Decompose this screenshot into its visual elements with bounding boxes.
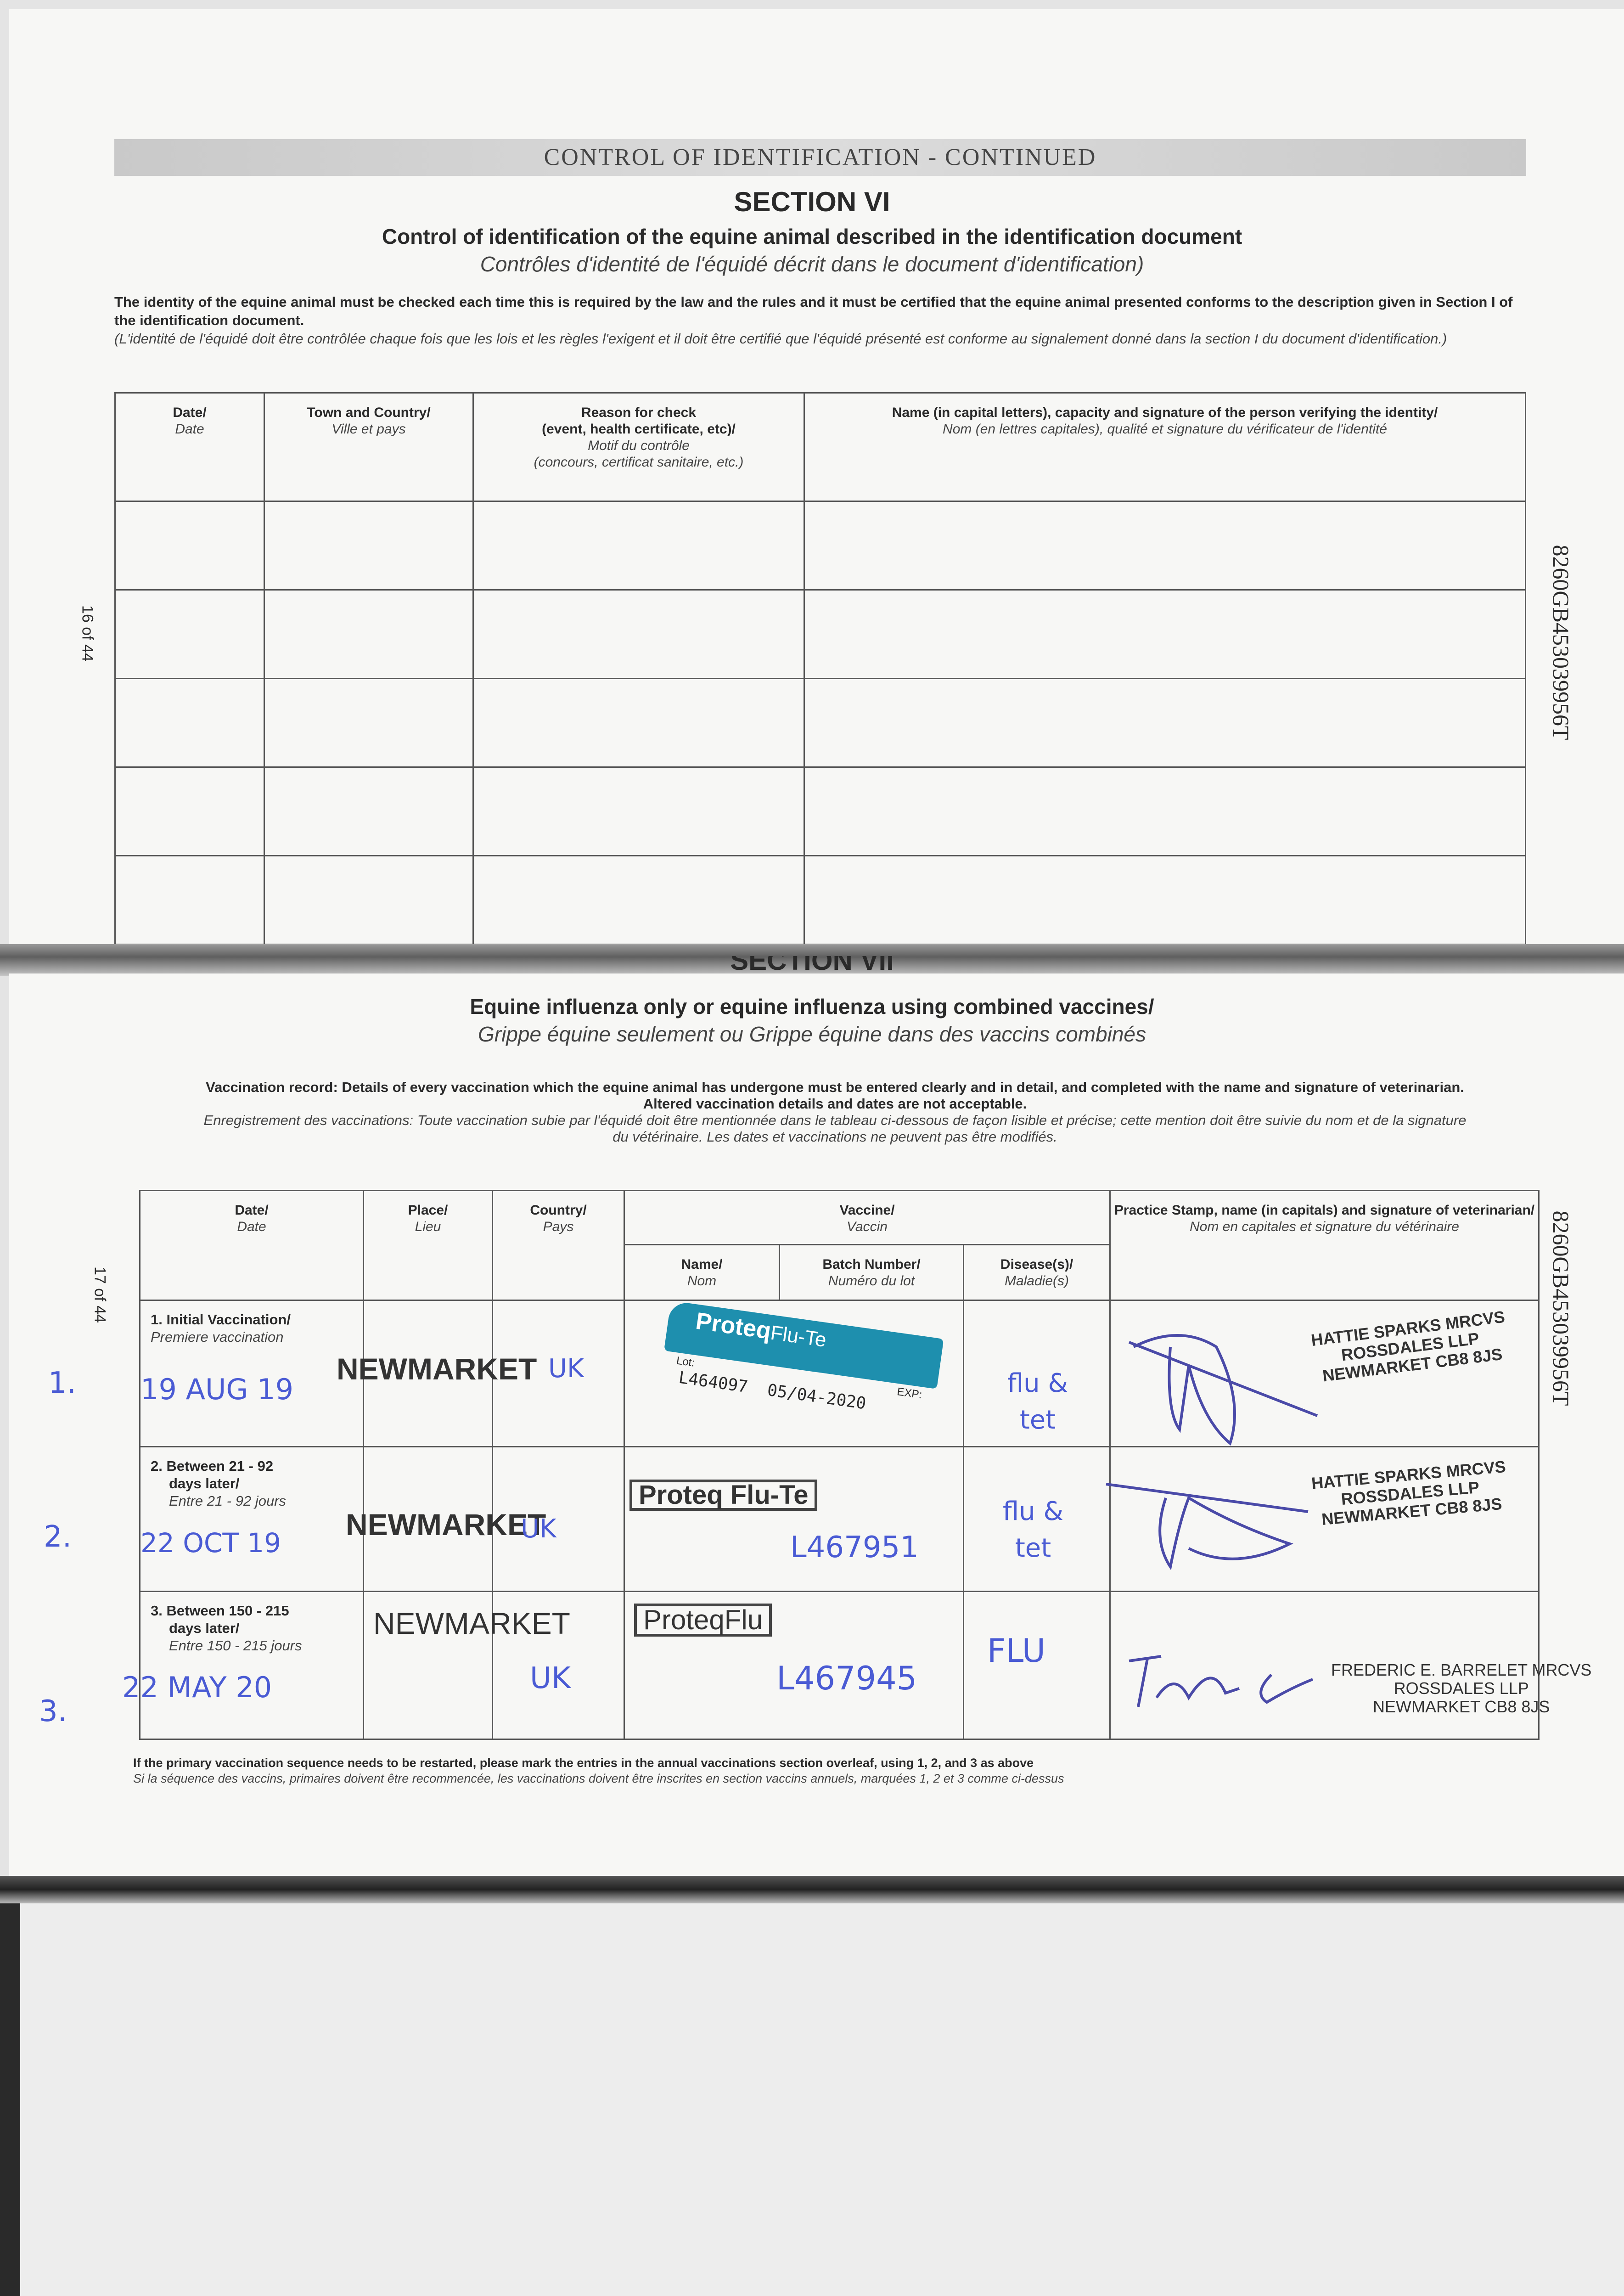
intro-en: The identity of the equine animal must b… [114, 294, 1513, 328]
col-stamp: Practice Stamp, name (in capitals) and s… [1109, 1190, 1540, 1301]
col-place: Place/Lieu [363, 1190, 493, 1301]
disease-value: flu & tet [1002, 1497, 1064, 1563]
col-name: Name/Nom [624, 1244, 780, 1301]
col-country: Country/Pays [492, 1190, 625, 1301]
date-value: 22 MAY 20 [122, 1671, 272, 1704]
page-title: Control of identification of the equine … [382, 225, 1242, 248]
banner: CONTROL OF IDENTIFICATION - CONTINUED [114, 139, 1526, 176]
col-town: Town and Country/Ville et pays [264, 392, 474, 502]
batch-value: L467951 [790, 1531, 919, 1564]
signature [1128, 1334, 1318, 1446]
table-row [114, 589, 1526, 679]
signature [1106, 1483, 1309, 1570]
passport-id: 8260GB453039956T [1548, 1210, 1574, 1406]
scanner-edge [0, 1876, 1624, 1903]
page-number: 17 of 44 [91, 1266, 109, 1323]
table-header: Date/Date Town and Country/Ville et pays… [114, 392, 1526, 502]
batch-value: L467945 [776, 1660, 917, 1697]
page-number: 16 of 44 [79, 605, 96, 662]
table-row: 1. Initial Vaccination/Premiere vaccinat… [139, 1300, 1540, 1447]
passport-id: 8260GB453039956T [1548, 545, 1574, 740]
table-subheader: Name/Nom Batch Number/Numéro du lot Dise… [140, 1244, 1539, 1301]
footnote: If the primary vaccination sequence need… [133, 1756, 1064, 1785]
vaccine-sticker: ProteqFlu-Te Lot: EXP: L464097 05/04-2020 [655, 1300, 944, 1452]
col-batch: Batch Number/Numéro du lot [779, 1244, 964, 1301]
table-row [114, 678, 1526, 768]
scanner-bed [0, 1903, 1624, 2296]
vaccination-intro: Vaccination record: Details of every vac… [138, 1079, 1532, 1145]
disease-value: flu & tet [1007, 1368, 1068, 1435]
date-value: 19 AUG 19 [140, 1373, 294, 1406]
margin-number: 3. [39, 1694, 67, 1728]
margin-number: 1. [48, 1366, 77, 1400]
page-fold [0, 944, 1624, 976]
col-disease: Disease(s)/Maladie(s) [963, 1244, 1111, 1301]
intro-fr: (L'identité de l'équidé doit être contrô… [114, 331, 1447, 347]
vet-stamp: FREDERIC E. BARRELET MRCVS ROSSDALES LLP N… [1331, 1660, 1592, 1716]
col-verifier: Name (in capital letters), capacity and … [804, 392, 1526, 502]
intro-en: Vaccination record: Details of every vac… [206, 1079, 1464, 1095]
section-title: SECTION VI [734, 186, 890, 217]
intro-fr: Enregistrement des vaccinations: Toute v… [203, 1112, 1467, 1128]
country-value: UK [548, 1354, 584, 1384]
section-vii-title: Equine influenza only or equine influenz… [470, 995, 1154, 1019]
intro-text: The identity of the equine animal must b… [114, 293, 1526, 348]
col-date: Date/Date [139, 1190, 364, 1301]
intro-fr-2: du vétérinaire. Les dates et vaccination… [613, 1129, 1057, 1145]
disease-value: FLU [987, 1632, 1046, 1670]
table-row: 3. Between 150 - 215 days later/Entre 150… [122, 1591, 1591, 1740]
table-header: Date/Date Place/Lieu Country/Pays Vaccin… [139, 1190, 1540, 1301]
table-row [114, 501, 1526, 591]
section-vii-title-fr: Grippe équine seulement ou Grippe équine… [478, 1022, 1146, 1046]
date-cell: 1. Initial Vaccination/Premiere vaccinat… [139, 1300, 364, 1447]
vaccine-stamp: Proteq Flu-Te [629, 1480, 818, 1511]
country-value: UK [530, 1661, 571, 1695]
signature [1129, 1655, 1314, 1707]
section-title-cut: SECTION VII [730, 956, 894, 974]
date-value: 22 OCT 19 [140, 1527, 281, 1559]
col-vaccine: Vaccine/Vaccin [624, 1190, 1111, 1245]
identity-check-table: Date/Date Town and Country/Ville et pays… [114, 392, 1526, 945]
page-title-fr: Contrôles d'identité de l'équidé décrit … [480, 252, 1144, 276]
vaccine-stamp: ProteqFlu [634, 1604, 772, 1637]
country-value: UK [521, 1514, 556, 1544]
intro-en-2: Altered vaccination details and dates ar… [643, 1096, 1027, 1112]
table-row: 2. Between 21 - 92 days later/Entre 21 - … [139, 1446, 1540, 1592]
table-row [114, 766, 1526, 856]
col-reason: Reason for check (event, health certifica… [472, 392, 805, 502]
col-date: Date/Date [114, 392, 265, 502]
margin-number: 2. [44, 1520, 72, 1554]
table-row [114, 855, 1526, 945]
vaccination-table: Date/Date Place/Lieu Country/Pays Vaccin… [122, 1190, 1591, 1740]
